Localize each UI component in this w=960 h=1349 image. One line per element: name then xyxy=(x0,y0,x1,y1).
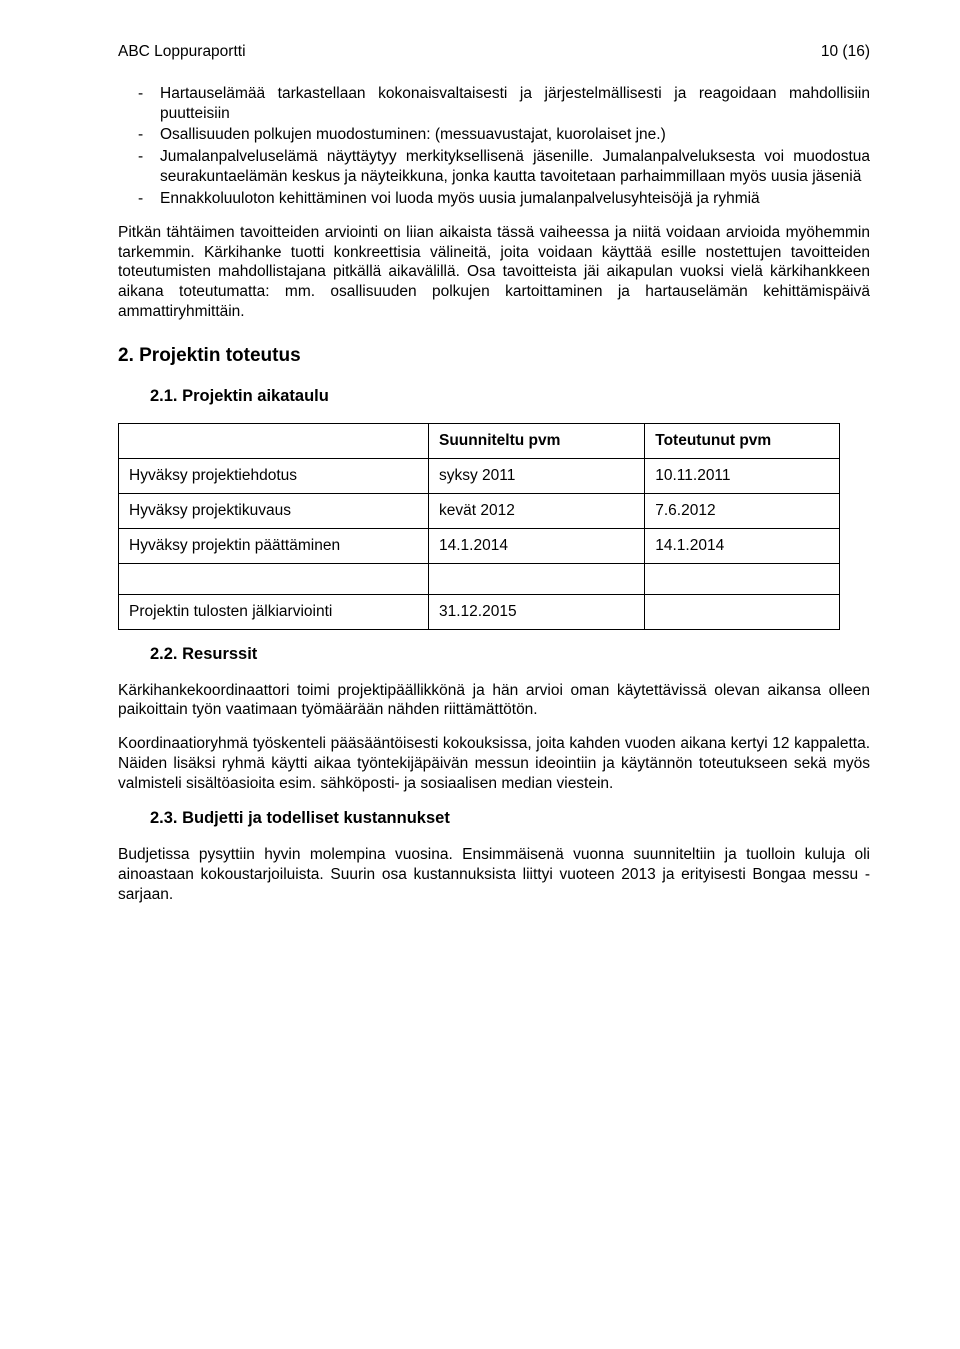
section-2-3-heading: 2.3. Budjetti ja todelliset kustannukset xyxy=(150,808,870,829)
page: ABC Loppuraportti 10 (16) Hartauselämää … xyxy=(0,0,960,1349)
paragraph: Kärkihankekoordinaattori toimi projektip… xyxy=(118,681,870,721)
list-item: Hartauselämää tarkastellaan kokonaisvalt… xyxy=(160,84,870,124)
table-header-empty xyxy=(119,424,429,459)
page-header: ABC Loppuraportti 10 (16) xyxy=(118,42,870,62)
paragraph: Pitkän tähtäimen tavoitteiden arviointi … xyxy=(118,223,870,322)
list-item: Jumalanpalveluselämä näyttäytyy merkityk… xyxy=(160,147,870,187)
table-cell: 14.1.2014 xyxy=(645,528,840,563)
table-header: Toteutunut pvm xyxy=(645,424,840,459)
table-cell: Hyväksy projektin päättäminen xyxy=(119,528,429,563)
list-item: Osallisuuden polkujen muodostuminen: (me… xyxy=(160,125,870,145)
section-2-heading: 2. Projektin toteutus xyxy=(118,344,870,368)
table-header-row: Suunniteltu pvm Toteutunut pvm xyxy=(119,424,840,459)
paragraph: Koordinaatioryhmä työskenteli pääsääntöi… xyxy=(118,734,870,793)
bullet-list-1: Hartauselämää tarkastellaan kokonaisvalt… xyxy=(118,84,870,209)
table-cell: 31.12.2015 xyxy=(428,594,644,629)
table-row: Hyväksy projektin päättäminen 14.1.2014 … xyxy=(119,528,840,563)
table-cell: kevät 2012 xyxy=(428,494,644,529)
list-item: Ennakkoluuloton kehittäminen voi luoda m… xyxy=(160,189,870,209)
section-2-2-heading: 2.2. Resurssit xyxy=(150,644,870,665)
table-cell: 10.11.2011 xyxy=(645,459,840,494)
doc-title: ABC Loppuraportti xyxy=(118,42,246,62)
schedule-table: Suunniteltu pvm Toteutunut pvm Hyväksy p… xyxy=(118,423,840,629)
table-cell: Hyväksy projektikuvaus xyxy=(119,494,429,529)
table-header: Suunniteltu pvm xyxy=(428,424,644,459)
table-row: Projektin tulosten jälkiarviointi 31.12.… xyxy=(119,594,840,629)
table-cell: syksy 2011 xyxy=(428,459,644,494)
table-cell: Projektin tulosten jälkiarviointi xyxy=(119,594,429,629)
table-cell: 14.1.2014 xyxy=(428,528,644,563)
table-cell xyxy=(645,594,840,629)
page-number: 10 (16) xyxy=(821,42,870,62)
paragraph: Budjetissa pysyttiin hyvin molempina vuo… xyxy=(118,845,870,904)
table-cell: 7.6.2012 xyxy=(645,494,840,529)
table-cell: Hyväksy projektiehdotus xyxy=(119,459,429,494)
table-spacer-row xyxy=(119,563,840,594)
table-row: Hyväksy projektikuvaus kevät 2012 7.6.20… xyxy=(119,494,840,529)
table-row: Hyväksy projektiehdotus syksy 2011 10.11… xyxy=(119,459,840,494)
section-2-1-heading: 2.1. Projektin aikataulu xyxy=(150,386,870,407)
